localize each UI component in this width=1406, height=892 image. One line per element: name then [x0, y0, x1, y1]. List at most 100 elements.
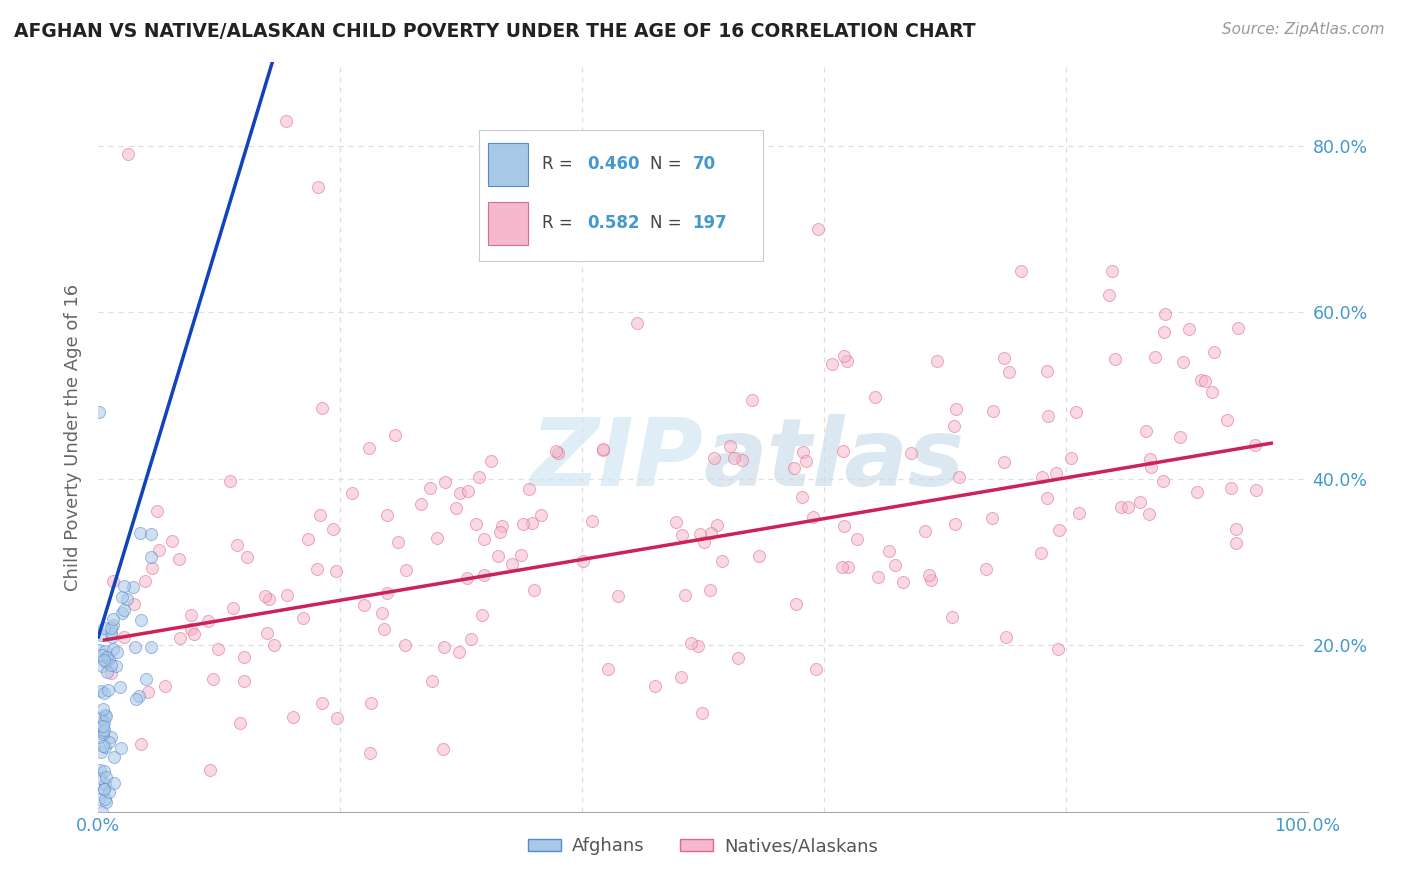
Point: [153, 679, 176, 693]
Point: [523, 583, 546, 598]
Point: [520, 516, 543, 530]
Point: [94, 740, 117, 755]
Point: [257, 591, 280, 606]
Point: [103, 776, 125, 790]
Point: [943, 418, 966, 433]
Point: [360, 696, 382, 710]
Point: [1129, 495, 1152, 509]
Point: [162, 534, 184, 549]
Point: [342, 485, 364, 500]
Point: [87, 731, 110, 745]
Point: [387, 535, 409, 549]
Point: [183, 626, 205, 640]
Point: [1225, 522, 1247, 536]
Point: [121, 580, 143, 594]
Point: [90, 627, 112, 641]
Point: [100, 658, 122, 673]
Point: [1069, 506, 1091, 520]
Point: [139, 640, 162, 654]
Point: [148, 542, 170, 557]
Point: [914, 524, 936, 539]
Point: [395, 563, 418, 577]
Point: [167, 551, 190, 566]
Point: [592, 442, 614, 457]
Point: [100, 621, 122, 635]
Point: [449, 486, 471, 500]
Point: [129, 737, 152, 751]
Point: [807, 222, 830, 236]
Point: [1144, 350, 1167, 364]
Point: [832, 349, 855, 363]
Point: [994, 630, 1017, 644]
Point: [180, 622, 202, 636]
Point: [111, 591, 134, 605]
Point: [1045, 466, 1067, 480]
Text: Source: ZipAtlas.com: Source: ZipAtlas.com: [1222, 22, 1385, 37]
Point: [93, 652, 115, 666]
Point: [139, 527, 162, 541]
Point: [100, 666, 122, 681]
Point: [100, 626, 122, 640]
Point: [90, 711, 112, 725]
Point: [671, 528, 693, 542]
Point: [134, 574, 156, 588]
Point: [419, 482, 441, 496]
Point: [948, 470, 970, 484]
Point: [117, 591, 139, 606]
Point: [457, 483, 479, 498]
Point: [129, 526, 152, 541]
Point: [1137, 507, 1160, 521]
Point: [693, 534, 716, 549]
Point: [91, 702, 114, 716]
Point: [357, 441, 380, 455]
Point: [141, 550, 163, 565]
Point: [981, 404, 1004, 418]
Point: [489, 525, 512, 540]
Point: [384, 428, 406, 442]
Point: [472, 533, 495, 547]
Point: [228, 716, 250, 731]
Point: [1101, 264, 1123, 278]
Point: [512, 516, 534, 531]
Point: [846, 532, 869, 546]
Point: [1216, 413, 1239, 427]
Point: [96, 649, 118, 664]
Point: [1168, 430, 1191, 444]
Point: [90, 746, 112, 760]
Point: [993, 455, 1015, 469]
Point: [1173, 355, 1195, 369]
Point: [110, 680, 132, 694]
Point: [375, 508, 398, 522]
Point: [900, 446, 922, 460]
Point: [1036, 409, 1059, 424]
Point: [731, 452, 754, 467]
Point: [547, 446, 569, 460]
Point: [1104, 352, 1126, 367]
Point: [943, 517, 966, 532]
Point: [225, 538, 247, 552]
Point: [1227, 321, 1250, 335]
Point: [110, 740, 132, 755]
Point: [222, 600, 245, 615]
Point: [468, 469, 491, 483]
Point: [794, 453, 817, 467]
Point: [233, 649, 256, 664]
Point: [373, 623, 395, 637]
Point: [741, 392, 763, 407]
Point: [1060, 450, 1083, 465]
Point: [1135, 424, 1157, 438]
Point: [981, 511, 1004, 525]
Point: [93, 644, 115, 658]
Point: [1153, 325, 1175, 339]
Point: [433, 640, 456, 654]
Point: [998, 365, 1021, 379]
Point: [236, 549, 259, 564]
Point: [93, 777, 115, 791]
Point: [124, 692, 146, 706]
Point: [96, 665, 118, 680]
Point: [91, 725, 114, 739]
Point: [501, 557, 523, 571]
Point: [866, 570, 889, 584]
Point: [89, 405, 111, 419]
Point: [103, 750, 125, 764]
